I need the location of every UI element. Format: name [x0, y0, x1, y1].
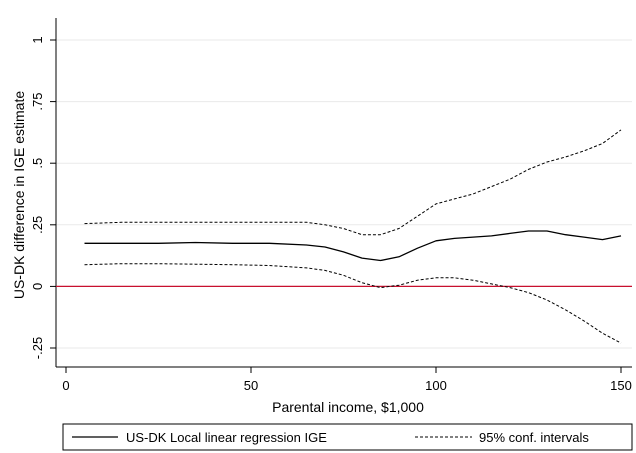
x-axis-title: Parental income, $1,000: [272, 399, 424, 415]
y-tick-label: 0: [30, 283, 45, 290]
legend-box: [62, 423, 633, 451]
y-tick-label: .25: [30, 216, 45, 234]
ticks: -.25 0 .25 .5 .75 1 0 50 100 150: [30, 36, 632, 393]
x-tick-label: 50: [244, 378, 258, 393]
x-tick-label: 100: [425, 378, 447, 393]
gridlines: [56, 39, 632, 349]
series-line-regression: [84, 230, 622, 262]
y-tick-label: -.25: [30, 337, 45, 359]
y-tick-label: 1: [30, 36, 45, 43]
series-line-ci-upper: [84, 129, 622, 236]
legend-label-regression: US-DK Local linear regression IGE: [126, 430, 327, 445]
y-axis-title: US-DK difference in IGE estimate: [11, 91, 27, 299]
x-tick-label: 0: [62, 378, 69, 393]
y-tick-label: .75: [30, 93, 45, 111]
series-line-ci-lower: [84, 263, 622, 344]
legend-label-ci: 95% conf. intervals: [479, 430, 589, 445]
y-tick-label: .5: [30, 158, 45, 169]
series: [84, 129, 622, 344]
x-tick-label: 150: [610, 378, 632, 393]
legend: US-DK Local linear regression IGE 95% co…: [62, 423, 633, 451]
axes: [55, 18, 632, 368]
